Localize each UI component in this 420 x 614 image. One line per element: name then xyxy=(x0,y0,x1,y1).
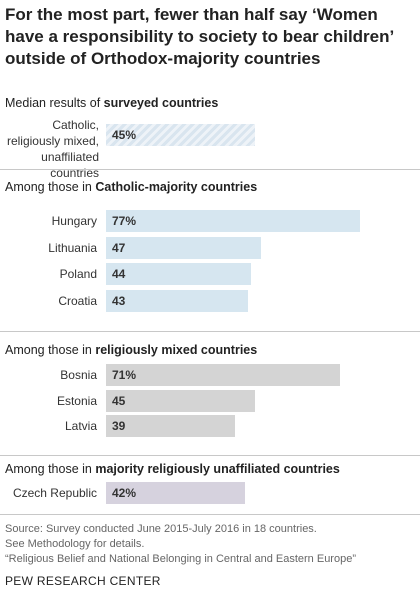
category-label: Hungary xyxy=(51,214,97,228)
category-label: Croatia xyxy=(58,293,97,308)
section-heading-unaffiliated: Among those in majority religiously unaf… xyxy=(5,462,340,476)
value-label: 39 xyxy=(112,419,126,433)
value-label: 47 xyxy=(112,240,126,255)
category-label: Czech Republic xyxy=(12,486,97,500)
section-divider xyxy=(0,331,420,332)
section-heading-text: Among those in xyxy=(5,462,96,476)
report-title: “Religious Belief and National Belonging… xyxy=(5,553,356,565)
bar-catholic xyxy=(106,236,262,259)
bar-catholic xyxy=(106,210,361,232)
bar-mixed xyxy=(106,415,235,437)
category-label: Latvia xyxy=(64,419,97,433)
bar-catholic xyxy=(106,289,248,312)
chart-title: For the most part, fewer than half say ‘… xyxy=(5,5,394,68)
category-label: Lithuania xyxy=(48,240,97,255)
section-divider xyxy=(0,169,420,170)
methodology-note: See Methodology for details. xyxy=(5,538,145,550)
category-label: Bosnia xyxy=(60,368,97,382)
value-label: 42% xyxy=(112,486,137,500)
value-label: 71% xyxy=(112,368,137,382)
pew-credit: PEW RESEARCH CENTER xyxy=(5,574,161,588)
bar-mixed xyxy=(106,364,341,386)
bar-unaffiliated xyxy=(106,482,245,504)
section-heading-bold: religiously mixed countries xyxy=(95,343,258,357)
bar-median xyxy=(106,124,255,146)
section-heading-text: Among those in xyxy=(5,343,96,357)
section-heading-catholic: Among those in Catholic-majority countri… xyxy=(5,180,257,194)
source-line: Source: Survey conducted June 2015-July … xyxy=(5,523,317,535)
section-divider xyxy=(0,514,420,515)
bar-catholic xyxy=(106,263,252,285)
value-label: 77% xyxy=(112,214,137,228)
section-divider xyxy=(0,455,420,456)
bar-mixed xyxy=(106,389,255,412)
value-label: 45% xyxy=(112,128,137,142)
category-label: Estonia xyxy=(56,393,97,408)
value-label: 44 xyxy=(112,267,126,281)
section-heading-bold: majority religiously unaffiliated countr… xyxy=(95,462,340,476)
category-label: Catholic, religiously mixed, unaffiliate… xyxy=(6,118,99,180)
section-heading-bold: Catholic-majority countries xyxy=(95,180,258,194)
section-heading-median: Median results of surveyed countries xyxy=(5,96,218,110)
source-note: Source: Survey conducted June 2015-July … xyxy=(5,522,356,567)
category-label: Poland xyxy=(59,267,97,281)
section-heading-bold: surveyed countries xyxy=(103,96,219,110)
section-heading-mixed: Among those in religiously mixed countri… xyxy=(5,343,257,357)
value-label: 43 xyxy=(112,293,126,308)
section-heading-text: Among those in xyxy=(5,180,96,194)
value-label: 45 xyxy=(112,393,126,408)
section-heading-text: Median results of xyxy=(5,96,104,110)
